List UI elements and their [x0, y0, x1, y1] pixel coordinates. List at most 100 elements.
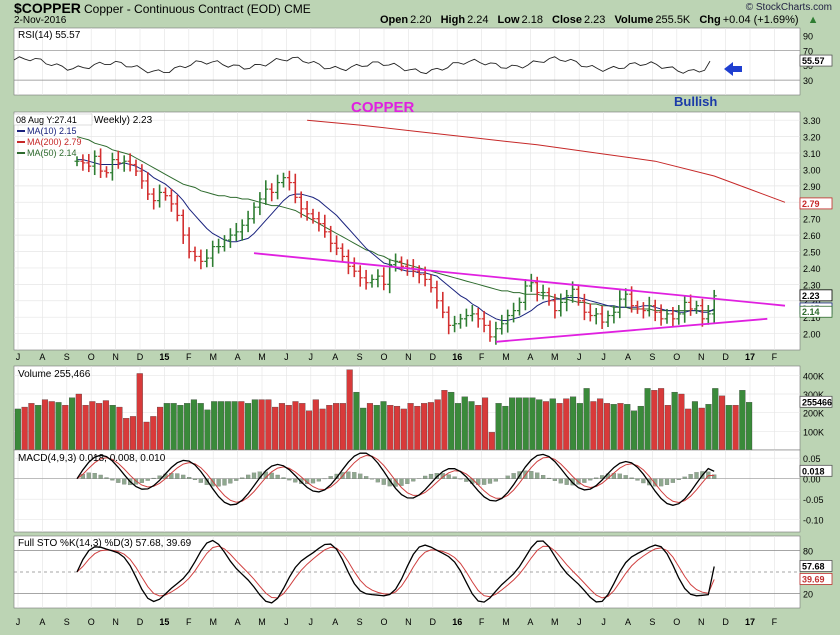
y-tick-label: 2.50	[803, 248, 821, 258]
volume-bar	[651, 390, 658, 451]
low-value: 2.18	[521, 14, 543, 26]
high-value: 2.24	[467, 14, 489, 26]
volume-bar	[732, 405, 739, 451]
x-tick-label: A	[39, 352, 45, 362]
macd-histogram-bar	[452, 476, 457, 479]
x-tick-label: S	[64, 617, 70, 627]
legend-entry: MA(10) 2.15	[27, 126, 77, 136]
last-value-box	[799, 573, 833, 585]
macd-histogram-bar	[487, 478, 493, 484]
x-tick-label: N	[698, 617, 705, 627]
x-tick-label: A	[332, 352, 338, 362]
x-tick-label: S	[64, 352, 70, 362]
volume-bar	[190, 399, 197, 451]
macd-histogram-bar	[540, 475, 546, 479]
macd-histogram-bar	[104, 477, 109, 479]
volume-bar	[739, 390, 746, 451]
macd-histogram-bar	[352, 472, 357, 479]
macd-histogram-bar	[399, 478, 404, 486]
x-tick-label: M	[258, 617, 266, 627]
macd-histogram-bar	[411, 478, 416, 482]
macd-histogram-bar	[346, 471, 351, 479]
macd-histogram-bar	[222, 478, 227, 486]
macd-histogram-bar	[181, 474, 186, 479]
y-tick-label: 300K	[803, 390, 824, 400]
volume-bar	[143, 421, 150, 451]
x-tick-label: A	[235, 352, 241, 362]
macd-histogram-bar	[375, 478, 380, 483]
volume-bar	[488, 432, 495, 451]
volume-bar	[278, 403, 285, 451]
volume-bar	[197, 403, 204, 451]
volume-bar	[482, 397, 489, 451]
macd-histogram-bar	[110, 478, 115, 481]
macd-histogram-bar	[216, 478, 221, 487]
volume-bar	[366, 403, 373, 451]
x-tick-label: D	[722, 352, 729, 362]
macd-histogram-bar	[251, 472, 257, 479]
volume-bar	[211, 401, 218, 451]
volume-bar	[333, 403, 340, 451]
volume-bar	[109, 405, 116, 451]
volume-bar	[597, 398, 604, 451]
macd-histogram-bar	[293, 478, 298, 483]
x-tick-label: S	[649, 352, 655, 362]
ohlc-readout: Open 2.20 High 2.24 Low 2.18 Close 2.23 Volu…	[380, 14, 825, 26]
macd-histogram-bar	[246, 474, 251, 479]
x-tick-label: N	[405, 617, 412, 627]
x-tick-label: 17	[745, 617, 755, 627]
stochastic-k-line	[76, 539, 715, 604]
y-tick-label: -0.10	[803, 516, 824, 526]
volume-bar	[238, 401, 245, 451]
x-tick-label: 16	[452, 352, 462, 362]
volume-bar	[603, 403, 610, 451]
macd-histogram-bar	[511, 473, 516, 479]
x-tick-label: J	[16, 617, 21, 627]
macd-histogram-bar	[369, 478, 375, 480]
volume-bar	[698, 407, 705, 451]
y-tick-label: 20	[803, 590, 813, 600]
legend-entry: MA(50) 2.14	[27, 148, 77, 158]
chart-header: $COPPER Copper - Continuous Contract (EO…	[0, 0, 840, 28]
volume-bar	[610, 404, 617, 451]
volume-bar	[35, 405, 42, 451]
macd-histogram-bar	[364, 476, 369, 479]
x-tick-label: J	[309, 352, 314, 362]
x-tick-label: D	[137, 352, 144, 362]
volume-bar	[468, 401, 475, 451]
volume-bar	[116, 406, 123, 451]
volume-bar	[746, 402, 753, 451]
y-tick-label: -0.05	[803, 495, 824, 505]
last-value-box	[799, 54, 833, 67]
last-value-box	[799, 289, 833, 302]
x-tick-label: J	[284, 352, 289, 362]
volume-bar	[265, 399, 272, 451]
volume-bar	[387, 405, 394, 451]
x-tick-label: A	[235, 617, 241, 627]
macd-histogram-bar	[617, 473, 622, 479]
x-tick-label: F	[772, 617, 778, 627]
last-value-label: 2.79	[802, 199, 820, 209]
volume-bar	[495, 403, 502, 451]
macd-histogram-bar	[493, 478, 498, 482]
volume-bar	[658, 388, 665, 451]
macd-histogram-bar	[269, 472, 274, 479]
y-tick-label: 2.90	[803, 182, 821, 192]
x-tick-label: 17	[745, 352, 755, 362]
macd-histogram-bar	[564, 478, 569, 485]
last-value-label: 57.68	[802, 561, 825, 571]
x-tick-label: M	[502, 352, 510, 362]
x-tick-label: J	[577, 352, 582, 362]
macd-histogram-bar	[552, 478, 558, 481]
volume-bar	[129, 416, 137, 451]
macd-histogram-bar	[423, 475, 428, 479]
x-tick-label: D	[722, 617, 729, 627]
rsi-panel	[13, 27, 801, 96]
macd-histogram-bar	[234, 478, 239, 481]
volume-bar	[583, 388, 590, 451]
volume-bar	[62, 405, 69, 451]
x-tick-label: F	[479, 352, 485, 362]
volume-bar	[461, 396, 468, 451]
volume-bar	[509, 397, 516, 451]
